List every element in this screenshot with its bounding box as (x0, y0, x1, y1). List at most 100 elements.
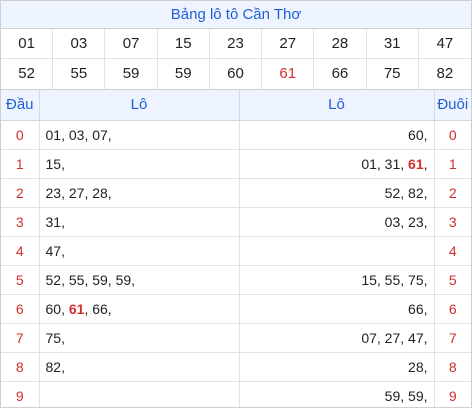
table-row: 2 23, 27, 28, 52, 82, 2 (1, 178, 471, 208)
duoi-digit: 7 (434, 323, 471, 353)
dau-digit: 0 (1, 120, 40, 150)
result-number: 75 (367, 59, 419, 89)
result-number: 31 (366, 29, 419, 59)
lo-number: 31 (45, 213, 62, 230)
lo-number: 59 (408, 387, 424, 404)
table-row: 5 52, 55, 59, 59, 15, 55, 75, 5 (1, 265, 471, 295)
result-number: 61 (262, 59, 315, 89)
lo-number: 23 (408, 213, 424, 230)
table-header-row: Đầu Lô Lô Đuôi (1, 90, 471, 121)
result-number: 23 (209, 29, 263, 59)
lo-number: 03 (384, 213, 401, 230)
result-number: 52 (1, 59, 54, 89)
lo-right-cell: 15, 55, 75, (239, 265, 435, 295)
table-row: 6 60, 61, 66, 66, 6 (1, 294, 471, 324)
result-number: 27 (262, 29, 315, 59)
dau-digit: 7 (1, 323, 40, 353)
dau-digit: 8 (1, 352, 40, 382)
lo-number: 75 (408, 271, 424, 288)
duoi-digit: 3 (434, 207, 471, 237)
lo-number: 47 (45, 242, 62, 259)
result-number: 01 (1, 29, 54, 59)
result-number: 15 (157, 29, 210, 59)
duoi-digit: 8 (434, 352, 471, 382)
lo-number: 28 (408, 358, 424, 375)
table-row: 4 47, 4 (1, 236, 471, 266)
lo-left-cell: 75, (39, 323, 240, 353)
result-number: 59 (158, 59, 210, 89)
board-title: Bảng lô tô Cần Thơ (1, 1, 471, 29)
lo-number: 03 (68, 126, 85, 143)
duoi-digit: 5 (434, 265, 471, 295)
header-duoi: Đuôi (434, 90, 471, 121)
lo-right-cell: 03, 23, (239, 207, 435, 237)
lo-number: 66 (408, 300, 424, 317)
lo-right-cell: 07, 27, 47, (239, 323, 435, 353)
duoi-digit: 9 (434, 381, 471, 407)
lo-left-cell: 01, 03, 07, (39, 120, 240, 150)
lo-left-cell: 15, (39, 149, 240, 179)
result-number: 47 (418, 29, 471, 59)
result-number-grid: 01 03 07 15 23 27 28 31 47 52 55 59 59 60 61 66 75 82 (1, 29, 471, 90)
lo-number: 75 (45, 329, 62, 346)
duoi-digit: 2 (434, 178, 471, 208)
lo-right-cell: 59, 59, (239, 381, 435, 407)
dau-digit: 5 (1, 265, 40, 295)
lo-number: 31 (384, 155, 401, 172)
lo-number: 23 (45, 184, 62, 201)
lo-left-cell: 47, (39, 236, 240, 266)
lo-number: 28 (92, 184, 108, 201)
lo-number: 60 (408, 126, 424, 143)
lo-left-cell: 60, 61, 66, (39, 294, 240, 324)
lo-right-cell: 52, 82, (239, 178, 435, 208)
dau-digit: 9 (1, 381, 40, 407)
lo-right-cell: 01, 31, 61, (239, 149, 435, 179)
lo-left-cell: 52, 55, 59, 59, (39, 265, 240, 295)
dau-digit: 3 (1, 207, 40, 237)
lo-number: 61 (68, 300, 85, 317)
lo-number: 01 (361, 155, 377, 172)
lo-number: 01 (45, 126, 62, 143)
lo-left-cell (39, 381, 240, 407)
lo-left-cell: 31, (39, 207, 240, 237)
result-number: 60 (210, 59, 263, 89)
lo-number: 66 (92, 300, 108, 317)
lo-number: 27 (68, 184, 85, 201)
lo-number: 52 (384, 184, 401, 201)
lo-number: 82 (408, 184, 424, 201)
table-row: 8 82, 28, 8 (1, 352, 471, 382)
lo-number: 15 (361, 271, 377, 288)
duoi-digit: 0 (434, 120, 471, 150)
dau-digit: 2 (1, 178, 40, 208)
lo-number: 61 (408, 155, 424, 172)
lo-number: 82 (45, 358, 62, 375)
lo-number: 52 (45, 271, 62, 288)
result-number: 55 (53, 59, 106, 89)
lo-right-cell: 66, (239, 294, 435, 324)
header-lo-left: Lô (39, 90, 240, 121)
lo-number: 47 (408, 329, 424, 346)
result-number: 59 (105, 59, 158, 89)
dau-digit: 4 (1, 236, 40, 266)
result-number: 03 (53, 29, 106, 59)
lo-number: 55 (384, 271, 401, 288)
loto-table: Đầu Lô Lô Đuôi 0 01, 03, 07, 60, 0 1 15, 01, 3… (1, 90, 471, 407)
result-number: 07 (105, 29, 158, 59)
lo-number: 07 (361, 329, 377, 346)
duoi-digit: 6 (434, 294, 471, 324)
dau-digit: 6 (1, 294, 40, 324)
table-row: 9 59, 59, 9 (1, 381, 471, 407)
table-body: 0 01, 03, 07, 60, 0 1 15, 01, 31, 61, 1 2 23, 27,… (1, 120, 471, 407)
lo-number: 59 (92, 271, 108, 288)
dau-digit: 1 (1, 149, 40, 179)
lo-right-cell: 28, (239, 352, 435, 382)
lo-left-cell: 82, (39, 352, 240, 382)
lo-number: 55 (68, 271, 85, 288)
table-row: 0 01, 03, 07, 60, 0 (1, 120, 471, 150)
header-lo-right: Lô (239, 90, 435, 121)
lo-left-cell: 23, 27, 28, (39, 178, 240, 208)
result-number: 28 (314, 29, 367, 59)
lo-number: 15 (45, 155, 62, 172)
lo-right-cell (239, 236, 435, 266)
